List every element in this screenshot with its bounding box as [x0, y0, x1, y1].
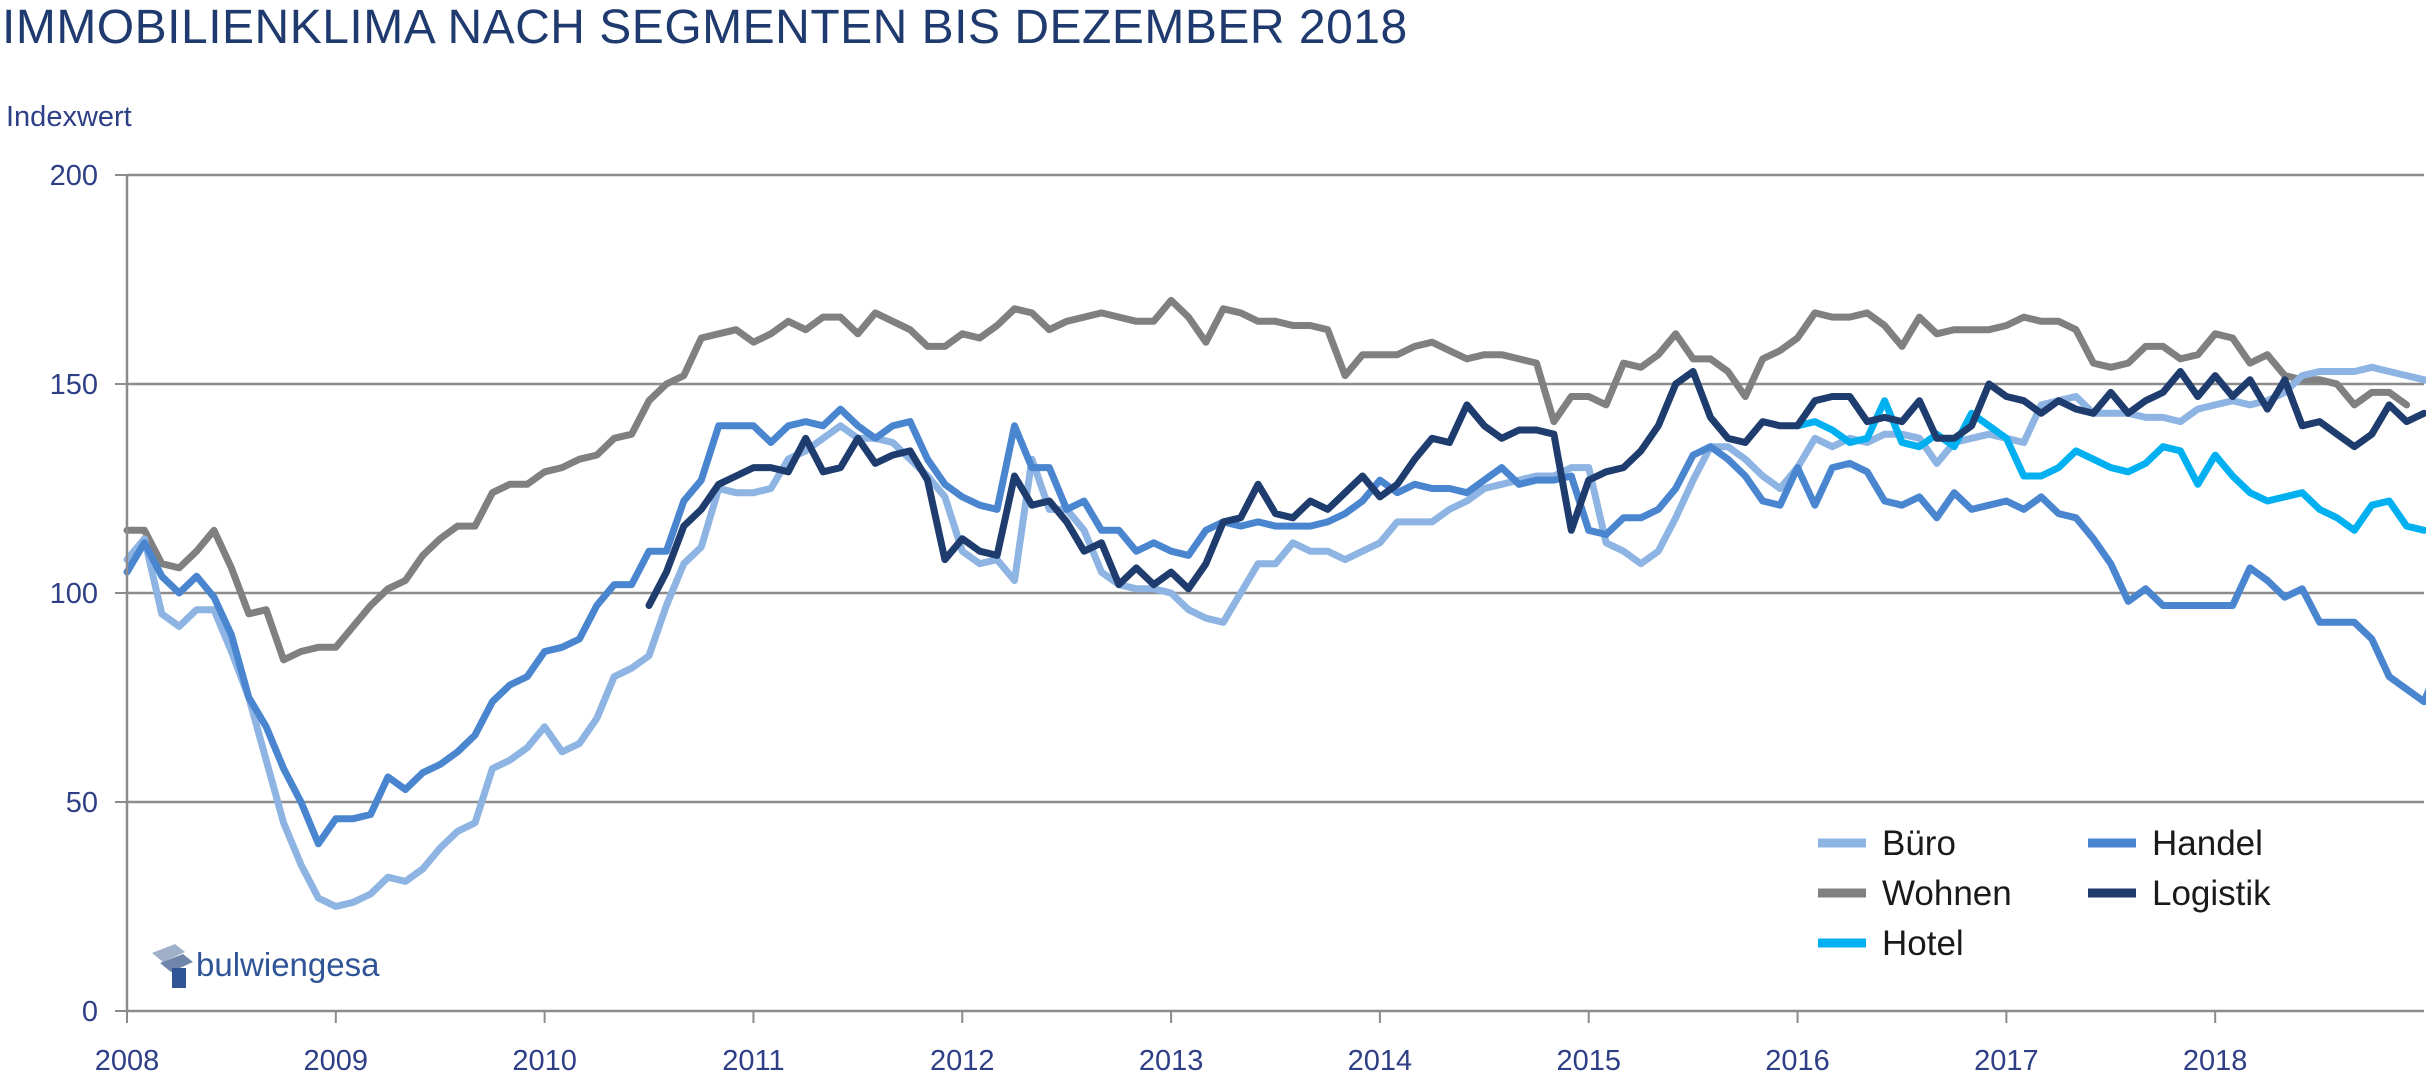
x-tick-label: 2014 — [1348, 1045, 1413, 1073]
x-tick-label: 2013 — [1139, 1045, 1204, 1073]
legend-label-logistik: Logistik — [2152, 874, 2271, 913]
logo-text: bulwiengesa — [196, 946, 380, 983]
y-tick-label: 200 — [50, 160, 98, 192]
series-line-logistik — [645, 368, 2426, 609]
x-tick-label: 2015 — [1556, 1045, 1621, 1073]
y-axis-tick-labels: 0 50 100 150 200 — [50, 160, 127, 1028]
x-tick-label: 2018 — [2183, 1045, 2248, 1073]
y-tick-label: 0 — [82, 996, 98, 1028]
gridlines — [127, 173, 2424, 804]
x-tick-label: 2012 — [930, 1045, 995, 1073]
x-tick-label: 2011 — [722, 1045, 784, 1073]
legend-label-handel: Handel — [2152, 824, 2263, 863]
x-tick-label: 2008 — [95, 1045, 160, 1073]
y-tick-label: 100 — [50, 578, 98, 610]
logo-mark-icon — [152, 944, 193, 988]
y-tick-label: 50 — [66, 787, 98, 819]
chart-title: IMMOBILIENKLIMA NACH SEGMENTEN BIS DEZEM… — [2, 1, 1408, 54]
axes — [125, 175, 2424, 1013]
series-line-buro — [123, 363, 2426, 910]
series-line-hotel — [1794, 397, 2426, 534]
series-lines — [123, 296, 2426, 910]
legend-label-buro: Büro — [1882, 824, 1956, 863]
series-line-handel — [123, 405, 2426, 848]
x-axis-tick-labels: 2008 2009 2010 2011 2012 2013 2014 2015 2016 2017… — [95, 1011, 2248, 1073]
legend: Büro Handel Wohnen Logistik Hotel — [1818, 824, 2271, 963]
legend-label-wohnen: Wohnen — [1882, 874, 2012, 913]
y-axis-label: Indexwert — [6, 101, 132, 133]
x-tick-label: 2016 — [1765, 1045, 1830, 1073]
legend-label-hotel: Hotel — [1882, 924, 1964, 963]
x-tick-label: 2009 — [304, 1045, 369, 1073]
series-line-wohnen — [123, 296, 2411, 664]
x-tick-label: 2017 — [1974, 1045, 2039, 1073]
y-tick-label: 150 — [50, 369, 98, 401]
bulwiengesa-logo: bulwiengesa — [152, 944, 380, 988]
x-tick-label: 2010 — [512, 1045, 577, 1073]
